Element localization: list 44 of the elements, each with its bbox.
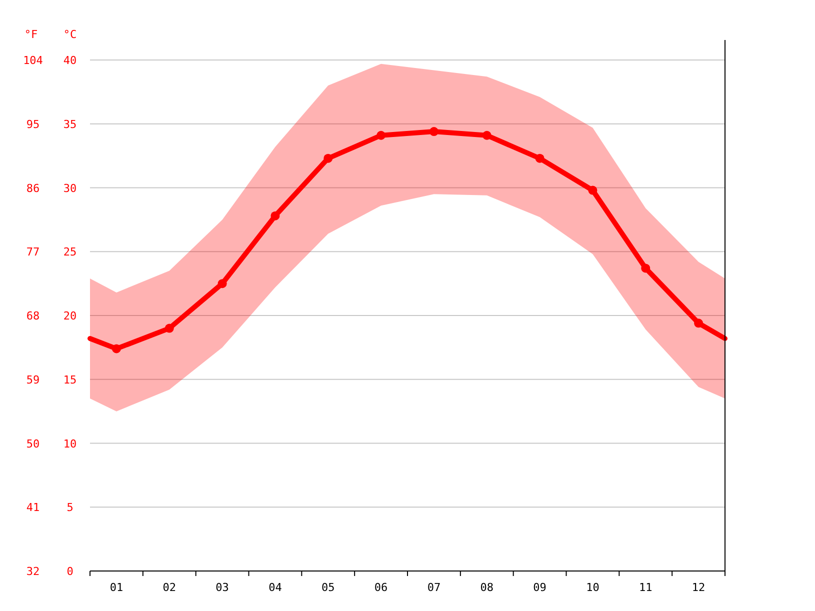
y-tick-label: 35 <box>63 118 77 131</box>
point <box>429 127 438 136</box>
x-tick-label: 08 <box>480 581 494 594</box>
x-tick-label: 07 <box>427 581 441 594</box>
y2-tick-label: 77 <box>26 246 40 259</box>
y2-tick-label: 104 <box>23 54 44 67</box>
y2-tick-label: 41 <box>26 501 40 514</box>
y2-tick-label: 95 <box>26 118 40 131</box>
y-tick-label: 25 <box>63 246 77 259</box>
point <box>376 130 386 140</box>
y-tick-label: 40 <box>63 54 77 67</box>
y2-axis-title: °F <box>24 28 38 41</box>
point <box>641 264 650 273</box>
point <box>535 154 544 163</box>
y-tick-label: 5 <box>66 501 74 514</box>
y2-tick-label: 50 <box>26 437 40 450</box>
x-tick-label: 10 <box>586 581 600 594</box>
x-tick-label: 01 <box>110 581 124 594</box>
y-axis-title: °C <box>63 28 77 41</box>
x-tick-label: 03 <box>216 581 229 594</box>
point <box>482 130 492 140</box>
x-tick-label: 09 <box>533 581 546 594</box>
y2-tick-label: 86 <box>26 182 40 195</box>
point <box>324 154 333 163</box>
y2-tick-label: 59 <box>26 373 40 386</box>
point <box>164 324 174 333</box>
y-tick-label: 20 <box>63 310 77 322</box>
point <box>694 318 704 328</box>
y2-tick-label: 68 <box>26 310 40 322</box>
point <box>112 344 121 354</box>
x-tick-label: 04 <box>268 581 282 594</box>
y-tick-label: 10 <box>63 437 77 450</box>
x-tick-label: 11 <box>639 581 652 594</box>
x-tick-label: 02 <box>162 581 176 594</box>
point <box>270 211 280 220</box>
x-tick-label: 12 <box>692 581 706 594</box>
y-tick-label: 0 <box>66 565 74 578</box>
x-tick-label: 06 <box>374 581 388 594</box>
point <box>588 186 598 195</box>
point <box>218 279 227 288</box>
y2-tick-label: 32 <box>26 565 40 578</box>
y-tick-label: 15 <box>63 373 77 386</box>
y-tick-label: 30 <box>63 182 77 195</box>
x-tick-label: 05 <box>322 581 335 594</box>
